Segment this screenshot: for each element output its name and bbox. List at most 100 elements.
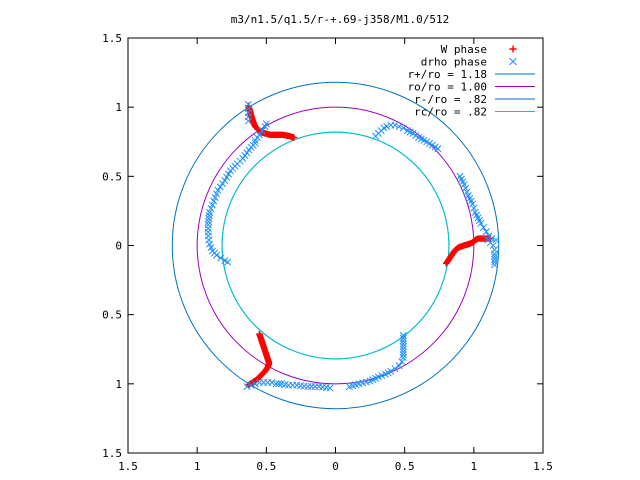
data-point [399, 337, 407, 345]
y-tick-label: 0.5 [102, 309, 122, 322]
x-tick-label: 1.5 [118, 460, 138, 473]
data-point [399, 342, 407, 351]
data-point [461, 184, 470, 192]
legend-label: r-/ro = .82 [414, 93, 487, 106]
data-point [247, 381, 255, 389]
data-point [479, 223, 488, 232]
x-tick-label: 1 [194, 460, 201, 473]
data-point [216, 183, 224, 191]
y-tick-label: 1 [115, 378, 122, 391]
data-point [477, 219, 485, 227]
data-point [204, 228, 212, 236]
data-point [399, 124, 407, 132]
data-point [258, 127, 266, 135]
data-point [217, 254, 225, 262]
legend-label: drho phase [421, 56, 487, 69]
data-point [491, 253, 499, 261]
data-point [399, 340, 407, 348]
data-point [399, 351, 407, 359]
x-tick-label: 1.5 [533, 460, 553, 473]
axes: 1.5 1 0.5 0 0.5 1 1.51.510.500.511.5 [102, 32, 553, 473]
legend-label: r+/ro = 1.18 [408, 68, 487, 81]
data-point [211, 193, 219, 202]
data-point [395, 362, 403, 370]
data-point [275, 380, 283, 388]
data-point [487, 235, 494, 242]
data-point [224, 170, 233, 178]
data-point [218, 180, 227, 188]
data-point [207, 205, 215, 213]
data-point [399, 348, 407, 356]
series-2 [204, 100, 500, 392]
data-point [399, 353, 407, 362]
data-point [395, 122, 403, 131]
data-point [226, 167, 234, 175]
data-point [210, 197, 218, 205]
data-point [460, 181, 468, 189]
data-point [468, 200, 477, 208]
data-point [391, 365, 399, 373]
y-tick-label: 1 [115, 101, 122, 114]
data-point [434, 145, 442, 153]
data-point [398, 358, 406, 366]
data-point [244, 117, 252, 125]
x-tick-label: 0.5 [256, 460, 276, 473]
data-point [251, 380, 259, 388]
data-point [311, 383, 319, 391]
circle-2 [196, 106, 475, 385]
data-point [221, 176, 229, 185]
y-tick-label: 1.5 [102, 447, 122, 460]
data-point [212, 251, 221, 259]
reference-circles [171, 81, 500, 410]
data-point [205, 214, 213, 223]
data-point [255, 131, 263, 139]
x-tick-label: 0.5 [395, 460, 415, 473]
data-point [268, 378, 276, 387]
x-tick-label: 1 [471, 460, 478, 473]
data-point [326, 384, 334, 392]
data-point [205, 218, 213, 226]
legend-marker [509, 57, 517, 66]
data-point [224, 258, 232, 266]
data-point [491, 261, 499, 269]
data-series [204, 100, 500, 392]
data-point [214, 186, 222, 194]
y-tick-label: 0.5 [102, 170, 122, 183]
data-point [491, 255, 499, 263]
data-point [206, 208, 214, 216]
data-point [488, 235, 496, 243]
y-tick-label: 1.5 [102, 32, 122, 45]
chart-title: m3/n1.5/q1.5/r-+.69-j358/M1.0/512 [231, 13, 450, 26]
data-point [307, 383, 316, 391]
circle-1 [171, 81, 500, 410]
circle-3 [221, 131, 450, 360]
data-point [345, 383, 353, 391]
data-point [399, 334, 407, 342]
data-point [492, 236, 500, 244]
data-point [272, 380, 280, 388]
data-point [399, 345, 407, 353]
data-point [304, 383, 312, 391]
data-point [491, 250, 499, 258]
data-point [243, 383, 251, 391]
data-point [399, 331, 407, 339]
data-point [262, 120, 270, 128]
data-point [391, 121, 399, 129]
data-point [290, 134, 298, 141]
data-point [223, 173, 231, 181]
data-point [205, 211, 213, 219]
data-point [491, 258, 499, 266]
legend-label: ro/ro = 1.00 [408, 81, 487, 94]
circle-4 [221, 131, 450, 360]
data-point [383, 122, 391, 131]
data-point [208, 201, 216, 209]
data-point [470, 204, 478, 212]
data-point [204, 224, 212, 232]
x-tick-label: 0 [332, 460, 339, 473]
data-point [463, 188, 471, 196]
legend-marker [509, 45, 517, 53]
y-tick-label: 0 [115, 240, 122, 253]
series-1 [245, 102, 494, 389]
data-point [212, 190, 221, 198]
